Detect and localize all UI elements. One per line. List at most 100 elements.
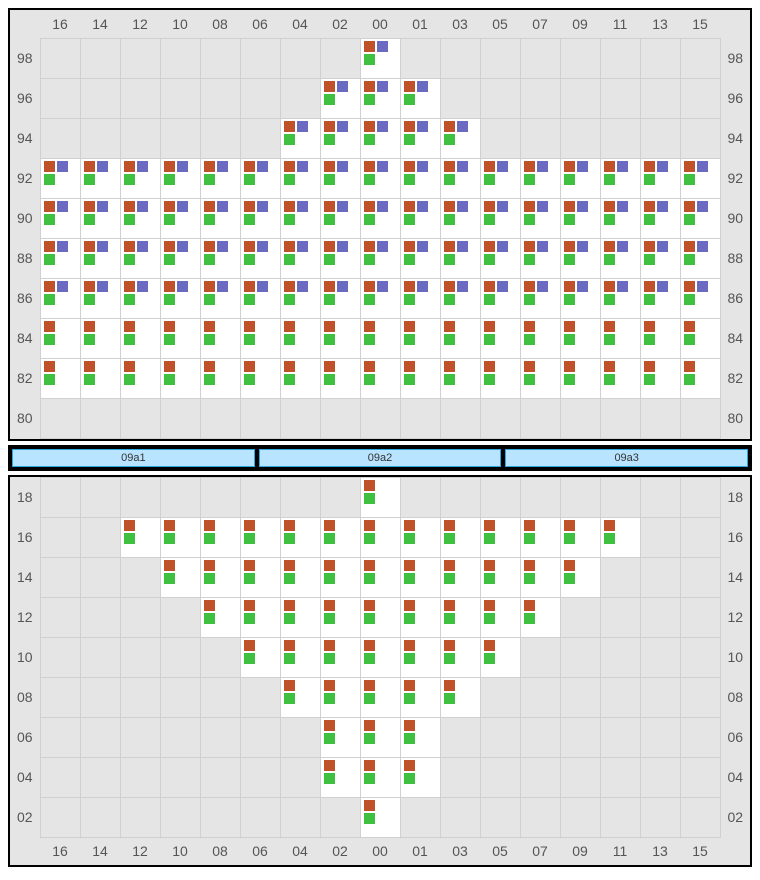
grid-cell-filled[interactable] xyxy=(280,278,320,318)
grid-cell-filled[interactable] xyxy=(320,717,360,757)
grid-cell-filled[interactable] xyxy=(240,637,280,677)
grid-cell-filled[interactable] xyxy=(680,318,720,358)
grid-cell-filled[interactable] xyxy=(240,517,280,557)
grid-cell-filled[interactable] xyxy=(560,358,600,398)
grid-cell-filled[interactable] xyxy=(600,517,640,557)
grid-cell-filled[interactable] xyxy=(400,517,440,557)
grid-cell-filled[interactable] xyxy=(120,198,160,238)
grid-cell-filled[interactable] xyxy=(280,677,320,717)
grid-cell-filled[interactable] xyxy=(520,517,560,557)
legend-item[interactable]: 09a2 xyxy=(259,449,502,467)
grid-cell-filled[interactable] xyxy=(480,318,520,358)
grid-cell-filled[interactable] xyxy=(440,677,480,717)
grid-cell-filled[interactable] xyxy=(480,358,520,398)
grid-cell-filled[interactable] xyxy=(440,238,480,278)
grid-cell-filled[interactable] xyxy=(240,238,280,278)
grid-cell-filled[interactable] xyxy=(360,597,400,637)
grid-cell-filled[interactable] xyxy=(320,637,360,677)
grid-cell-filled[interactable] xyxy=(120,238,160,278)
grid-cell-filled[interactable] xyxy=(520,318,560,358)
grid-cell-filled[interactable] xyxy=(560,318,600,358)
grid-cell-filled[interactable] xyxy=(280,597,320,637)
grid-cell-filled[interactable] xyxy=(80,238,120,278)
grid-cell-filled[interactable] xyxy=(320,278,360,318)
grid-cell-filled[interactable] xyxy=(240,557,280,597)
grid-cell-filled[interactable] xyxy=(360,38,400,78)
grid-cell-filled[interactable] xyxy=(640,198,680,238)
grid-cell-filled[interactable] xyxy=(80,278,120,318)
grid-cell-filled[interactable] xyxy=(600,358,640,398)
grid-cell-filled[interactable] xyxy=(480,198,520,238)
grid-cell-filled[interactable] xyxy=(400,757,440,797)
grid-cell-filled[interactable] xyxy=(360,238,400,278)
grid-cell-filled[interactable] xyxy=(160,318,200,358)
grid-cell-filled[interactable] xyxy=(440,198,480,238)
grid-cell-filled[interactable] xyxy=(280,158,320,198)
grid-cell-filled[interactable] xyxy=(680,158,720,198)
grid-cell-filled[interactable] xyxy=(160,517,200,557)
grid-cell-filled[interactable] xyxy=(680,358,720,398)
grid-cell-filled[interactable] xyxy=(520,278,560,318)
grid-cell-filled[interactable] xyxy=(480,597,520,637)
grid-cell-filled[interactable] xyxy=(520,158,560,198)
grid-cell-filled[interactable] xyxy=(360,477,400,517)
grid-cell-filled[interactable] xyxy=(40,198,80,238)
grid-cell-filled[interactable] xyxy=(360,118,400,158)
grid-cell-filled[interactable] xyxy=(560,158,600,198)
grid-cell-filled[interactable] xyxy=(600,278,640,318)
grid-cell-filled[interactable] xyxy=(280,238,320,278)
grid-cell-filled[interactable] xyxy=(160,158,200,198)
grid-cell-filled[interactable] xyxy=(240,597,280,637)
grid-cell-filled[interactable] xyxy=(640,318,680,358)
grid-cell-filled[interactable] xyxy=(640,158,680,198)
grid-cell-filled[interactable] xyxy=(400,118,440,158)
grid-cell-filled[interactable] xyxy=(520,238,560,278)
grid-cell-filled[interactable] xyxy=(320,757,360,797)
grid-cell-filled[interactable] xyxy=(200,238,240,278)
grid-cell-filled[interactable] xyxy=(400,278,440,318)
grid-cell-filled[interactable] xyxy=(280,318,320,358)
grid-cell-filled[interactable] xyxy=(280,198,320,238)
grid-cell-filled[interactable] xyxy=(400,238,440,278)
grid-cell-filled[interactable] xyxy=(200,557,240,597)
grid-cell-filled[interactable] xyxy=(680,198,720,238)
grid-cell-filled[interactable] xyxy=(400,78,440,118)
grid-cell-filled[interactable] xyxy=(680,238,720,278)
grid-cell-filled[interactable] xyxy=(120,318,160,358)
grid-cell-filled[interactable] xyxy=(360,78,400,118)
grid-cell-filled[interactable] xyxy=(360,158,400,198)
grid-cell-filled[interactable] xyxy=(160,198,200,238)
grid-cell-filled[interactable] xyxy=(360,677,400,717)
grid-cell-filled[interactable] xyxy=(360,797,400,837)
grid-cell-filled[interactable] xyxy=(40,238,80,278)
grid-cell-filled[interactable] xyxy=(480,517,520,557)
grid-cell-filled[interactable] xyxy=(520,557,560,597)
grid-cell-filled[interactable] xyxy=(560,198,600,238)
grid-cell-filled[interactable] xyxy=(360,557,400,597)
grid-cell-filled[interactable] xyxy=(200,278,240,318)
grid-cell-filled[interactable] xyxy=(400,198,440,238)
grid-cell-filled[interactable] xyxy=(320,78,360,118)
grid-cell-filled[interactable] xyxy=(400,358,440,398)
grid-cell-filled[interactable] xyxy=(480,637,520,677)
grid-cell-filled[interactable] xyxy=(440,158,480,198)
grid-cell-filled[interactable] xyxy=(320,358,360,398)
grid-cell-filled[interactable] xyxy=(440,278,480,318)
grid-cell-filled[interactable] xyxy=(320,597,360,637)
grid-cell-filled[interactable] xyxy=(360,757,400,797)
grid-cell-filled[interactable] xyxy=(440,597,480,637)
grid-cell-filled[interactable] xyxy=(160,238,200,278)
grid-cell-filled[interactable] xyxy=(480,158,520,198)
grid-cell-filled[interactable] xyxy=(400,637,440,677)
grid-cell-filled[interactable] xyxy=(560,238,600,278)
grid-cell-filled[interactable] xyxy=(40,158,80,198)
grid-cell-filled[interactable] xyxy=(560,517,600,557)
grid-cell-filled[interactable] xyxy=(640,238,680,278)
grid-cell-filled[interactable] xyxy=(280,557,320,597)
grid-cell-filled[interactable] xyxy=(400,597,440,637)
grid-cell-filled[interactable] xyxy=(160,358,200,398)
grid-cell-filled[interactable] xyxy=(400,717,440,757)
grid-cell-filled[interactable] xyxy=(480,238,520,278)
grid-cell-filled[interactable] xyxy=(240,198,280,238)
grid-cell-filled[interactable] xyxy=(160,278,200,318)
